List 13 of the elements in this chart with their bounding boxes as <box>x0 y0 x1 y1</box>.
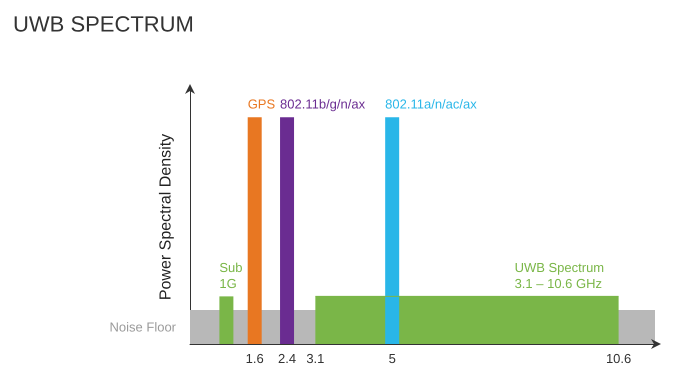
annotation: Sub 1G <box>219 260 243 291</box>
annotation: GPS <box>248 96 276 112</box>
x-tick-label: 1.6 <box>246 351 264 366</box>
annotation: UWB Spectrum 3.1 – 10.6 GHz <box>514 260 604 291</box>
annotation: 802.11b/g/n/ax <box>280 96 366 112</box>
chart-title: UWB SPECTRUM <box>13 12 194 36</box>
x-tick-label: 5 <box>388 351 396 366</box>
band-label: Noise Floor <box>110 319 177 334</box>
x-tick-label: 2.4 <box>278 351 296 366</box>
annotation: 802.11a/n/ac/ax <box>385 96 478 112</box>
y-axis-title: Power Spectral Density <box>158 134 174 300</box>
x-tick-label: 3.1 <box>306 351 324 366</box>
x-tick-label: 10.6 <box>606 351 632 366</box>
